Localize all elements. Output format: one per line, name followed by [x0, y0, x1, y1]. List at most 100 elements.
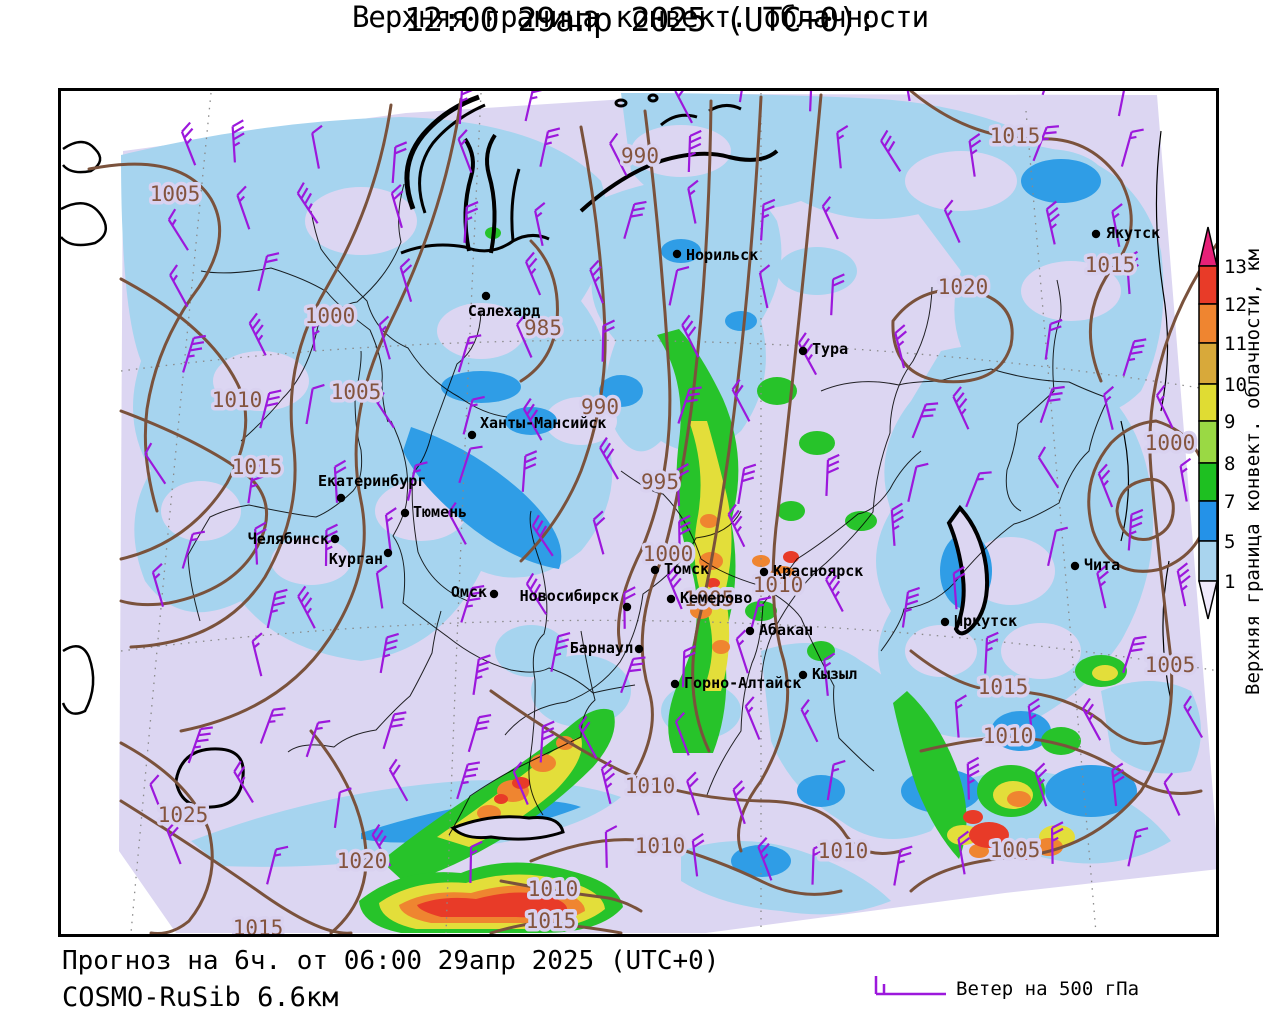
colorbar-segment [1198, 383, 1218, 422]
wind-barb [1122, 338, 1147, 377]
colorbar-segment [1198, 342, 1218, 385]
wind-barb [384, 507, 397, 551]
wind-barb [254, 521, 267, 565]
colorbar-segment [1198, 303, 1218, 344]
wind-barb [382, 711, 407, 750]
wind-barb [901, 586, 920, 628]
city-dot [400, 508, 410, 518]
wind-barb [180, 121, 197, 166]
colorbar-tick: 7 [1224, 491, 1235, 513]
city-label: Норильск [686, 246, 758, 264]
admin-border-line [880, 400, 1108, 652]
wind-barb [668, 266, 690, 306]
wind-barb [809, 91, 824, 112]
admin-border-line [240, 183, 405, 442]
city-dot [330, 534, 340, 544]
isobar-label: 1025 [158, 803, 209, 827]
wind-barb [1120, 128, 1144, 167]
colorbar-tick: 12 [1224, 294, 1247, 316]
wind-barb [620, 656, 646, 694]
city-label: Якутск [1106, 224, 1160, 242]
wind-barb [391, 141, 408, 183]
wind-barb [758, 264, 771, 309]
wind-barb [522, 398, 543, 441]
wind-barb [968, 133, 982, 177]
city-label: Чита [1084, 556, 1120, 574]
wind-barb [333, 787, 352, 829]
wind-barb [760, 198, 776, 241]
wind-barb [1082, 697, 1102, 741]
wind-barb [604, 825, 618, 868]
city-dot [672, 249, 682, 259]
city-label: Красноярск [773, 562, 863, 580]
wind-barb [1117, 91, 1139, 117]
wind-barb [681, 645, 696, 688]
wind-barb [609, 132, 628, 176]
wind-barb [797, 332, 818, 376]
isobar-label: 1010 [625, 774, 676, 798]
wind-barb [472, 654, 491, 695]
colorbar-tick: 9 [1224, 411, 1235, 433]
city-label: Тура [812, 340, 848, 358]
isobar-label: 1005 [1145, 653, 1196, 677]
wind-barb [525, 572, 548, 615]
isobar-label: 1005 [331, 380, 382, 404]
wind-barb [149, 774, 165, 819]
wind-barb [623, 586, 636, 629]
map-title-parameter: Верхняя граница конвект. облачности [351, 0, 929, 34]
forecast-info: Прогноз на 6ч. от 06:00 29апр 2025 (UTC+… [62, 946, 720, 976]
wind-barb [893, 845, 913, 886]
admin-border-line [200, 267, 389, 423]
isobar-label: 995 [641, 470, 679, 494]
wind-barb [447, 502, 467, 545]
wind-barb [1125, 250, 1139, 295]
city-label: Курган [329, 550, 383, 568]
city-dot [622, 602, 632, 612]
admin-border-line [706, 450, 922, 796]
colorbar-above-arrow [1198, 226, 1218, 267]
admin-border-line [187, 350, 363, 622]
colorbar-tick: 5 [1224, 531, 1235, 553]
wind-barb [524, 91, 546, 122]
city-label: Екатеринбург [318, 472, 426, 490]
city-label: Абакан [759, 621, 813, 639]
admin-border-line [287, 610, 442, 753]
colorbar-segment [1198, 500, 1218, 542]
wind-barb [259, 389, 282, 429]
wind-barb [686, 771, 700, 816]
isobar-label: 1015 [526, 909, 577, 933]
isobar-label: 1010 [818, 839, 869, 863]
wind-barb [251, 632, 263, 677]
convective-cells [359, 227, 1127, 933]
wind-legend: Ветер на 500 гПа [868, 972, 1139, 1002]
wind-barb [984, 631, 999, 674]
wind-barb [821, 196, 839, 240]
wind-barb [894, 324, 907, 369]
isobar-label: 1010 [528, 877, 579, 901]
wind-barb [1176, 562, 1191, 607]
wind-barb [952, 566, 966, 610]
wind-barb [516, 314, 533, 358]
wind-barb [732, 780, 746, 825]
wind-barb [599, 437, 619, 480]
wind-barb [811, 842, 826, 885]
colorbar-segment [1198, 265, 1218, 305]
colorbar: 13 12 11 10 9 8 7 5 1 [1198, 226, 1247, 620]
city-label: Тюмень [413, 503, 467, 521]
wind-barb [1050, 821, 1064, 864]
wind-barb [266, 845, 289, 885]
wind-barb [1034, 762, 1048, 807]
city-dot [798, 670, 808, 680]
wind-barb [462, 395, 485, 435]
wind-barb [677, 386, 702, 424]
isobar-label: 1005 [990, 838, 1041, 862]
colorbar-below-arrow [1198, 580, 1218, 620]
wind-barb [399, 257, 413, 303]
wind-barb [531, 514, 554, 557]
wind-barb [539, 720, 555, 763]
wind-barb [305, 383, 325, 425]
isobar-label: 1010 [983, 724, 1034, 748]
wind-barb [600, 759, 616, 804]
wind-barb [691, 832, 705, 877]
admin-border-line [448, 630, 596, 836]
